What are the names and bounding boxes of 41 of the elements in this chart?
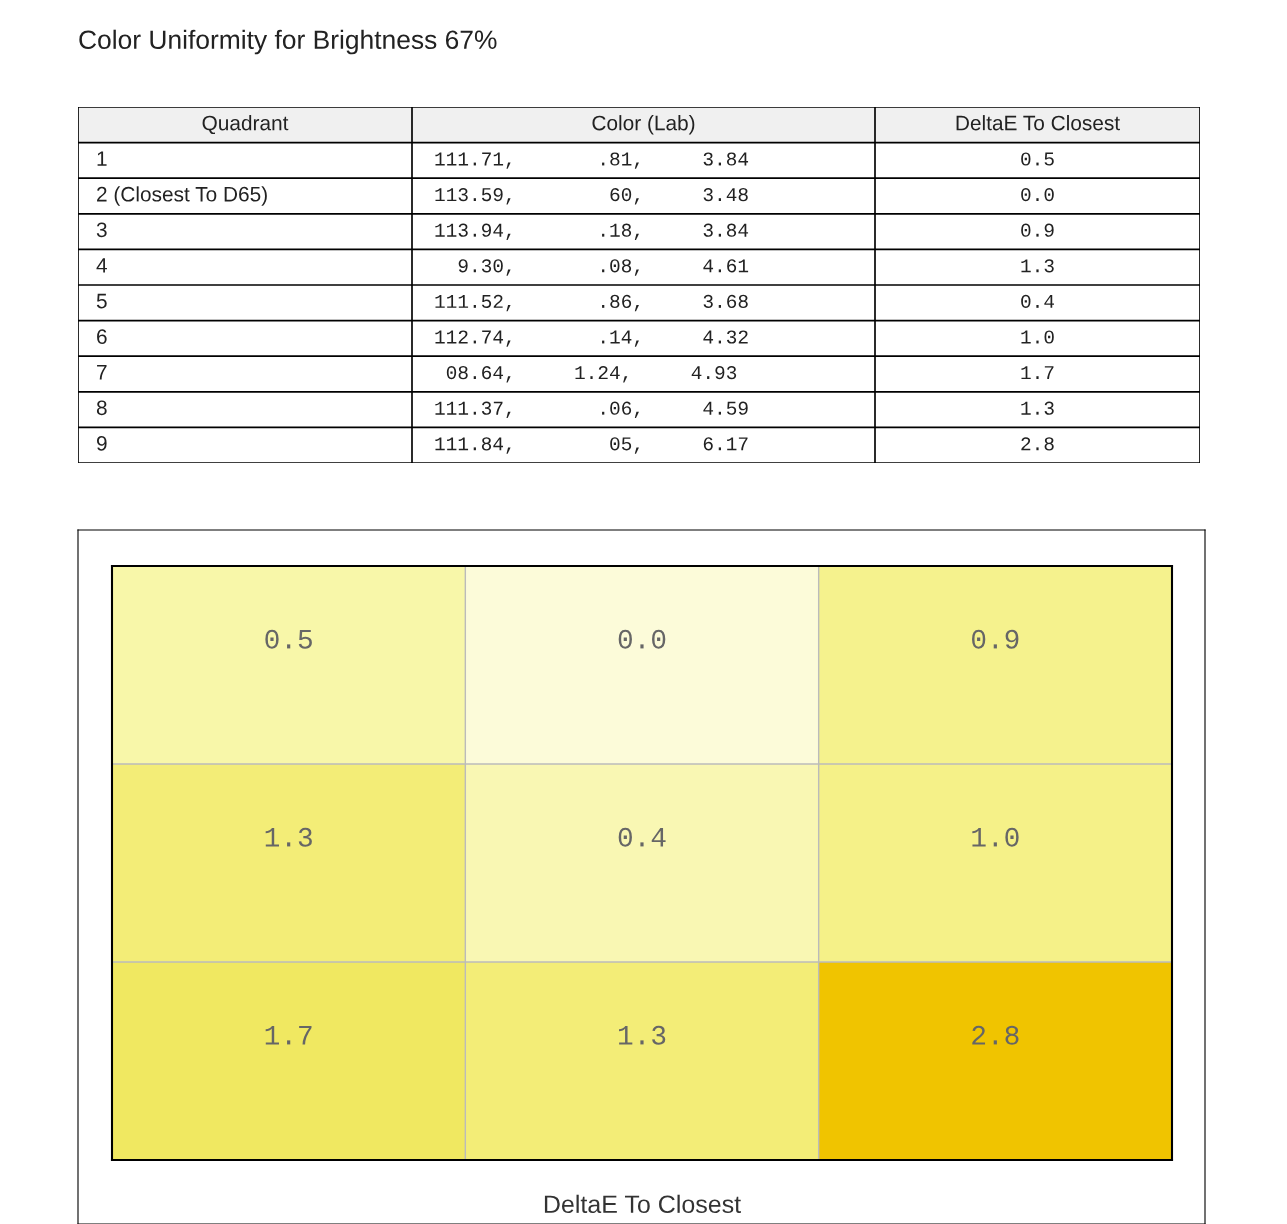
text: 111.71, .81, 3.84 [435,152,749,169]
text: 1.0 [1021,330,1054,344]
text: 8 [96,400,107,416]
data-label: 0.0 [618,629,666,649]
text: 0.4 [1021,294,1055,309]
text: 9 [96,436,107,451]
data-label: 1.0 [972,827,1019,847]
data-label: 2.8 [972,1025,1019,1045]
text: 0.0 [1021,188,1054,202]
data-label: 0.5 [265,629,312,649]
data-label: 0.9 [972,629,1019,649]
text: 7 [97,365,107,380]
text: 111.37, .06, 4.59 [435,401,748,419]
text: Color Uniformity for Brightness 67% [79,29,497,55]
text: 111.84, 05, 6.17 [435,437,748,454]
text: 112.74, .14, 4.32 [435,330,748,347]
text: 113.94, .18, 3.84 [435,223,749,241]
text: 1.3 [1021,259,1054,273]
text: 2 (Closest To D65) [97,186,267,206]
text: 5 [96,293,107,309]
text: 1.7 [1021,366,1054,380]
text: 1.3 [1021,401,1054,415]
text: 111.52, .86, 3.68 [435,294,748,312]
text: 0.5 [1021,152,1054,166]
data-label: 1.3 [265,827,312,847]
text: 3 [96,222,107,238]
text: DeltaE To Closest [956,115,1120,131]
text: 1 [97,151,107,166]
x-axis-title: DeltaE To Closest [544,1194,741,1214]
text: 9.30, .08, 4.61 [458,259,749,276]
data-label: 1.7 [265,1026,312,1045]
text: Color (Lab) [592,115,695,135]
text: 08.64, 1.24, 4.93 [446,366,737,383]
text: 0.9 [1021,223,1054,237]
text: 4 [96,258,107,273]
text: Quadrant [202,115,289,135]
data-label: 0.4 [618,827,666,847]
text: 2.8 [1021,437,1054,451]
data-label: 1.3 [619,1025,666,1045]
text: 6 [97,329,107,344]
text: 113.59, 60, 3.48 [435,188,748,205]
